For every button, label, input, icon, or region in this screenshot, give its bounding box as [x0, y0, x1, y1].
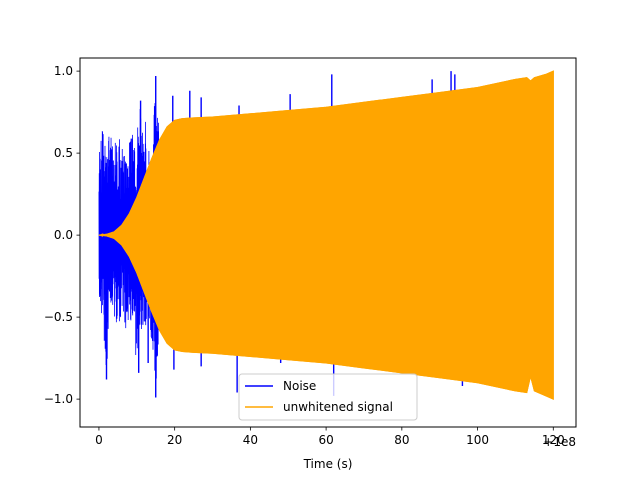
x-tick-label: 80 — [394, 433, 409, 447]
x-axis-label: Time (s) — [303, 457, 353, 471]
x-tick-label: 20 — [167, 433, 182, 447]
plot-area — [98, 70, 554, 400]
x-axis: 0 20 40 60 80 100 120 — [95, 427, 565, 447]
y-tick-label: −0.5 — [44, 310, 73, 324]
x-tick-label: 100 — [466, 433, 489, 447]
legend: Noise unwhitened signal — [238, 373, 418, 421]
y-tick-label: −1.0 — [44, 392, 73, 406]
legend-label-noise: Noise — [283, 379, 316, 393]
legend-label-unwhitened-signal: unwhitened signal — [283, 400, 393, 414]
x-tick-label: 0 — [95, 433, 103, 447]
y-tick-label: 0.5 — [54, 146, 73, 160]
y-tick-label: 1.0 — [54, 64, 73, 78]
y-axis: −1.0 −0.5 0.0 0.5 1.0 — [44, 64, 80, 406]
y-tick-label: 0.0 — [54, 228, 73, 242]
x-tick-label: 40 — [243, 433, 258, 447]
legend-box — [238, 373, 418, 421]
x-tick-label: 120 — [542, 433, 565, 447]
x-offset-label: +1e8 — [543, 435, 576, 449]
x-tick-label: 60 — [318, 433, 333, 447]
axes-frame — [79, 57, 577, 428]
signal-overlay — [98, 70, 554, 400]
